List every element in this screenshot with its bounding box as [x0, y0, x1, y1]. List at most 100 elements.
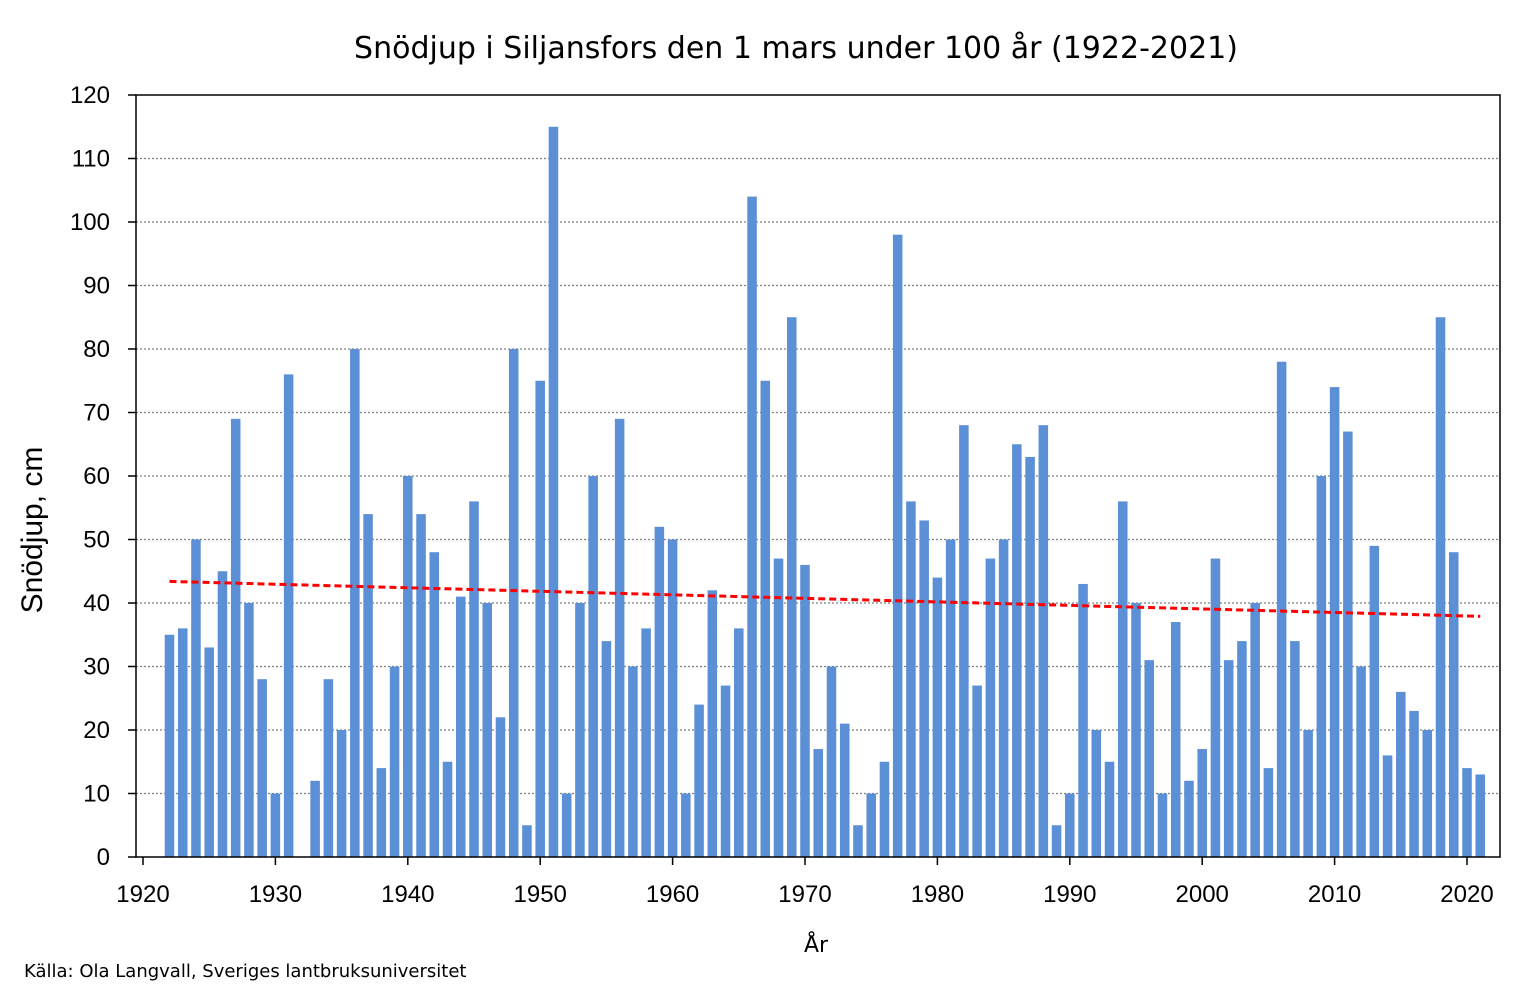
- bar-1948: [508, 349, 519, 857]
- bar-1980: [932, 577, 943, 857]
- bar-1998: [1170, 622, 1181, 857]
- bar-1965: [734, 628, 744, 857]
- bar-1957: [628, 666, 638, 857]
- x-tick-label: 1990: [1043, 881, 1096, 908]
- bar-1928: [244, 603, 254, 857]
- bar-1960: [667, 539, 678, 857]
- bar-1996: [1144, 660, 1155, 857]
- bar-1922: [164, 634, 175, 857]
- bar-1923: [177, 628, 188, 857]
- bar-1981: [945, 539, 956, 857]
- bar-2004: [1250, 603, 1260, 857]
- bar-1969: [786, 317, 797, 857]
- bar-1934: [323, 679, 334, 857]
- bar-1991: [1078, 583, 1088, 857]
- bar-2008: [1303, 730, 1313, 857]
- bar-2019: [1448, 552, 1459, 857]
- bar-1986: [1012, 444, 1022, 857]
- bar-2011: [1343, 431, 1353, 857]
- bar-1927: [230, 418, 241, 857]
- bar-1937: [363, 514, 373, 857]
- bar-1990: [1065, 793, 1075, 857]
- y-tick-label: 60: [83, 463, 110, 490]
- bar-2016: [1409, 710, 1419, 857]
- bar-1970: [800, 564, 810, 857]
- bar-1985: [998, 539, 1009, 857]
- x-tick-label: 2020: [1440, 881, 1493, 908]
- bar-1950: [535, 380, 545, 857]
- bar-2007: [1290, 641, 1300, 857]
- y-tick-label: 110: [72, 146, 110, 173]
- bar-1930: [270, 793, 281, 857]
- bar-1946: [482, 603, 493, 857]
- bar-1976: [879, 761, 890, 857]
- bar-1966: [747, 196, 757, 858]
- y-tick-label: 10: [83, 781, 110, 808]
- bar-1941: [416, 514, 426, 857]
- bar-1953: [575, 603, 585, 857]
- bar-1989: [1051, 825, 1062, 857]
- bar-1978: [906, 501, 916, 857]
- x-tick-label: 1960: [646, 881, 699, 908]
- bar-1979: [919, 520, 929, 857]
- bar-1959: [654, 526, 665, 857]
- bar-2020: [1462, 768, 1472, 857]
- bar-1956: [614, 418, 625, 857]
- bar-1988: [1038, 425, 1049, 857]
- bar-1968: [773, 558, 784, 857]
- source-note: Källa: Ola Langvall, Sveriges lantbruksu…: [24, 961, 466, 982]
- bar-1947: [495, 717, 506, 857]
- x-axis-ticks: 1920 1930 1940 1950 1960 1970 1980 1990 2000 2010…: [116, 857, 1494, 908]
- bar-1997: [1157, 793, 1168, 857]
- bars: [164, 126, 1486, 858]
- y-tick-label: 90: [83, 273, 110, 300]
- x-tick-label: 1980: [911, 881, 964, 908]
- bar-1936: [350, 349, 360, 857]
- y-tick-label: 120: [70, 82, 110, 109]
- x-tick-label: 2010: [1308, 881, 1361, 908]
- bar-1973: [839, 723, 850, 857]
- bar-2006: [1276, 361, 1287, 857]
- bar-1992: [1091, 730, 1102, 857]
- x-tick-label: 1920: [116, 881, 169, 908]
- bar-2002: [1223, 660, 1234, 857]
- bar-2003: [1237, 641, 1247, 857]
- y-tick-label: 70: [83, 400, 110, 427]
- x-tick-label: 1950: [514, 881, 567, 908]
- bar-2005: [1263, 768, 1274, 857]
- bar-1945: [469, 501, 479, 857]
- y-tick-label: 100: [70, 209, 110, 236]
- bar-2012: [1356, 666, 1366, 857]
- chart-title: Snödjup i Siljansfors den 1 mars under 1…: [354, 31, 1238, 66]
- bar-2015: [1396, 691, 1406, 857]
- bar-2021: [1475, 774, 1486, 857]
- bar-1983: [972, 685, 982, 857]
- bar-1933: [310, 780, 320, 857]
- bar-1943: [442, 761, 453, 857]
- x-tick-label: 2000: [1176, 881, 1229, 908]
- bar-1974: [853, 825, 863, 857]
- bar-1958: [641, 628, 651, 857]
- bar-1999: [1184, 780, 1194, 857]
- bar-2017: [1422, 730, 1433, 857]
- bar-2000: [1197, 749, 1207, 857]
- bar-1961: [681, 793, 691, 857]
- y-tick-label: 20: [83, 717, 110, 744]
- bar-1982: [959, 425, 969, 857]
- bar-1935: [336, 730, 347, 857]
- bar-1972: [826, 666, 837, 857]
- x-axis-label: År: [804, 931, 829, 958]
- bar-1975: [866, 793, 876, 857]
- bar-1949: [522, 825, 532, 857]
- bar-1964: [720, 685, 731, 857]
- bar-1987: [1025, 456, 1035, 857]
- bar-1944: [455, 596, 466, 857]
- y-tick-label: 50: [83, 527, 110, 554]
- x-tick-label: 1930: [249, 881, 302, 908]
- y-axis-ticks: 0 10 20 30 40 50 60 70 80 90 100 110 120: [70, 82, 136, 871]
- bar-1994: [1117, 501, 1128, 857]
- bar-2013: [1369, 545, 1380, 857]
- bar-1929: [257, 679, 267, 857]
- bar-1952: [561, 793, 572, 857]
- bar-1971: [813, 749, 824, 857]
